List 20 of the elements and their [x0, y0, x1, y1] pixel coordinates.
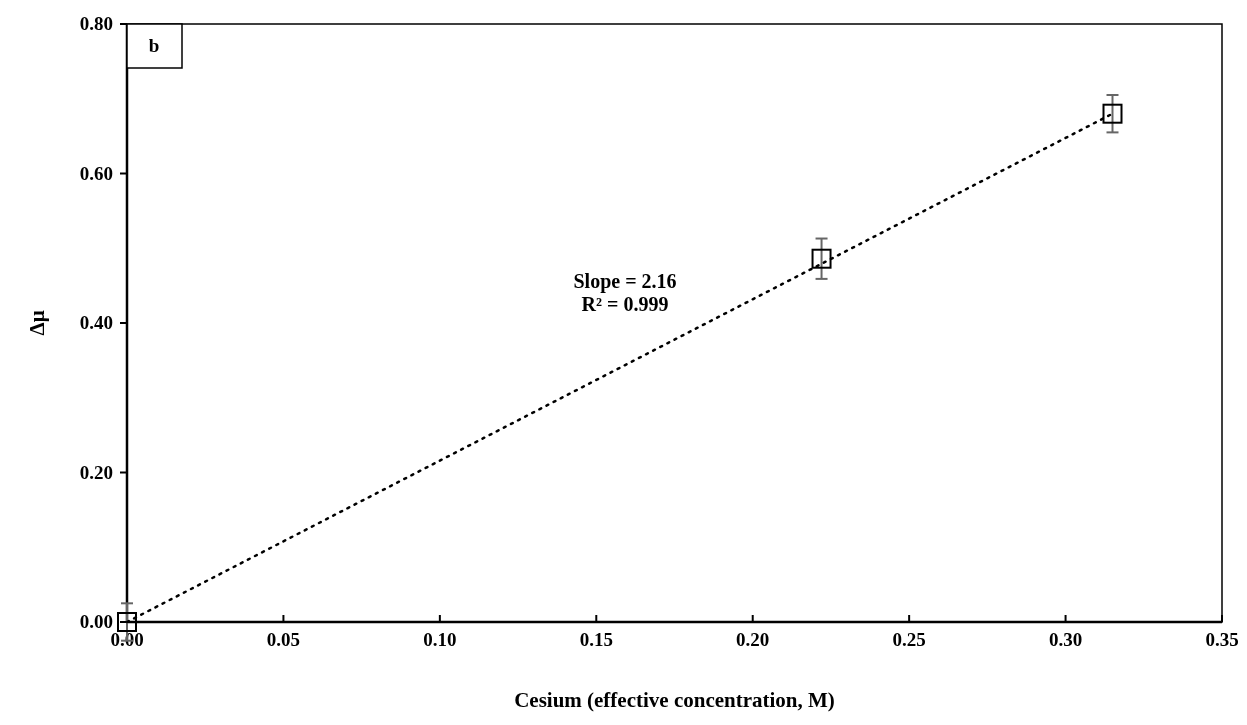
x-tick-label: 0.20 — [736, 629, 770, 650]
y-tick-label: 0.00 — [79, 611, 113, 632]
x-tick-label: 0.35 — [1205, 629, 1239, 650]
y-tick-label: 0.40 — [79, 312, 113, 333]
x-tick-label: 0.05 — [266, 629, 301, 650]
annotation: b — [148, 35, 160, 56]
x-tick-label: 0.25 — [892, 629, 926, 650]
x-axis-title: Cesium (effective concentration, M) — [514, 688, 835, 712]
y-tick-label: 0.80 — [79, 13, 113, 34]
point — [811, 248, 832, 269]
annotation: R² = 0.999 — [581, 293, 669, 315]
y-tick-label: 0.20 — [79, 461, 113, 483]
y-axis-title: Δμ — [25, 310, 49, 336]
x-tick-label: 0.10 — [423, 629, 457, 650]
annotation: Slope = 2.16 — [573, 270, 677, 293]
y-tick-label: 0.60 — [79, 162, 113, 184]
x-tick-label: 0.30 — [1048, 629, 1083, 650]
x-tick-label: 0.15 — [579, 629, 613, 650]
point — [117, 612, 137, 632]
point — [1102, 103, 1123, 124]
